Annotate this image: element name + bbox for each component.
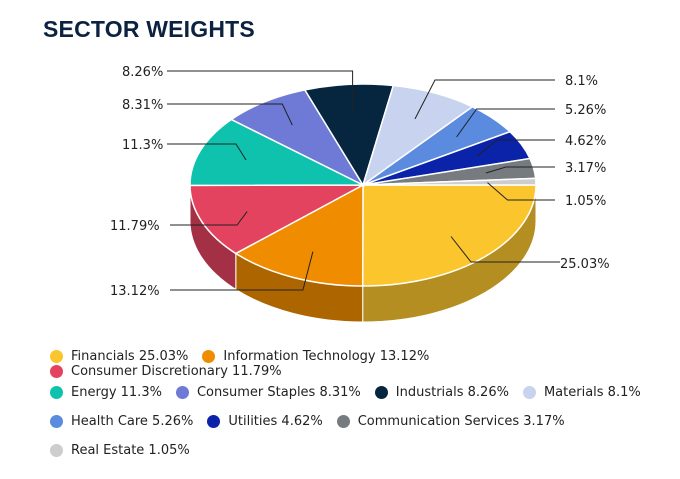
legend-item[interactable]: Communication Services 3.17% (336, 414, 565, 429)
legend-swatch (374, 386, 388, 399)
legend-swatch (50, 386, 63, 399)
data-label: 13.12% (110, 284, 160, 299)
legend-swatch (50, 444, 63, 457)
leader-line (450, 236, 560, 263)
data-labels: 25.03% 13.12% 11.79% 11.3% 8.31% 8.26% 8.1% 5.2… (110, 65, 610, 299)
data-label: 1.05% (565, 194, 606, 209)
leader-line (487, 182, 555, 201)
legend-item[interactable]: Health Care 5.26% (50, 414, 193, 429)
legend-swatch (50, 365, 63, 378)
leader-line (170, 211, 248, 226)
leader-line (476, 139, 555, 157)
leader-line (167, 143, 247, 161)
leader-line (456, 108, 555, 138)
legend-swatch (50, 415, 63, 428)
chart-title: SECTOR WEIGHTS (43, 16, 255, 42)
pie-slice-materials[interactable] (361, 84, 474, 187)
legend-label: Consumer Discretionary 11.79% (71, 364, 282, 379)
legend-item[interactable]: Materials 8.1% (522, 385, 641, 400)
pie-slice-information-technology[interactable] (234, 183, 364, 287)
legend-label: Financials 25.03% (71, 349, 189, 364)
leader-line (170, 251, 314, 291)
data-label: 5.26% (565, 103, 606, 118)
legend: Financials 25.03% Information Technology … (50, 349, 680, 465)
legend-item[interactable]: Consumer Staples 8.31% (175, 385, 361, 400)
legend-item[interactable]: Industrials 8.26% (374, 385, 509, 400)
legend-item[interactable]: Information Technology 13.12% (202, 349, 429, 364)
data-label: 4.62% (565, 134, 606, 149)
legend-swatch (336, 415, 350, 428)
data-label: 3.17% (565, 161, 606, 176)
leader-line (167, 103, 293, 126)
data-label: 11.3% (122, 138, 163, 153)
pie-slices (189, 83, 537, 287)
legend-item[interactable]: Energy 11.3% (50, 385, 162, 400)
legend-row: Real Estate 1.05% (50, 436, 680, 465)
legend-item[interactable]: Utilities 4.62% (207, 414, 323, 429)
legend-swatch (207, 415, 221, 428)
leader-line (485, 166, 555, 174)
pie-slice-energy[interactable] (189, 118, 364, 187)
leader-line (167, 70, 354, 113)
legend-label: Communication Services 3.17% (357, 414, 565, 429)
data-label: 11.79% (110, 219, 160, 234)
legend-swatch (202, 350, 216, 363)
data-label: 8.26% (122, 65, 163, 80)
legend-swatch (522, 386, 536, 399)
legend-swatch (175, 386, 189, 399)
legend-label: Consumer Staples 8.31% (196, 385, 361, 400)
data-label: 8.31% (122, 98, 163, 113)
pie-slice-consumer-staples[interactable] (229, 89, 365, 187)
data-label: 8.1% (565, 74, 598, 89)
legend-label: Energy 11.3% (71, 385, 162, 400)
legend-label: Utilities 4.62% (228, 414, 323, 429)
pie-slice-consumer-discretionary[interactable] (189, 184, 364, 255)
legend-swatch (50, 350, 63, 363)
pie-chart: 25.03% 13.12% 11.79% 11.3% 8.31% 8.26% 8.1% 5.2… (110, 65, 610, 323)
pie-sides (189, 184, 537, 323)
legend-label: Materials 8.1% (543, 385, 641, 400)
pie-slice-financials[interactable] (361, 184, 537, 287)
legend-label: Health Care 5.26% (71, 414, 194, 429)
legend-item[interactable]: Consumer Discretionary 11.79% (50, 364, 282, 379)
legend-item[interactable]: Financials 25.03% (50, 349, 188, 364)
pie-slice-industrials[interactable] (303, 83, 395, 187)
leader-lines (167, 70, 560, 291)
data-label: 25.03% (560, 257, 610, 272)
legend-row: Financials 25.03% Information Technology … (50, 349, 680, 379)
legend-item[interactable]: Real Estate 1.05% (50, 443, 190, 458)
legend-row: Health Care 5.26% Utilities 4.62% Communic… (50, 407, 680, 436)
legend-label: Industrials 8.26% (395, 385, 509, 400)
pie-slice-real-estate[interactable] (362, 177, 537, 186)
legend-label: Real Estate 1.05% (71, 443, 190, 458)
leader-line (414, 79, 555, 120)
legend-row: Energy 11.3% Consumer Staples 8.31% Indust… (50, 378, 680, 407)
legend-label: Information Technology 13.12% (223, 349, 430, 364)
